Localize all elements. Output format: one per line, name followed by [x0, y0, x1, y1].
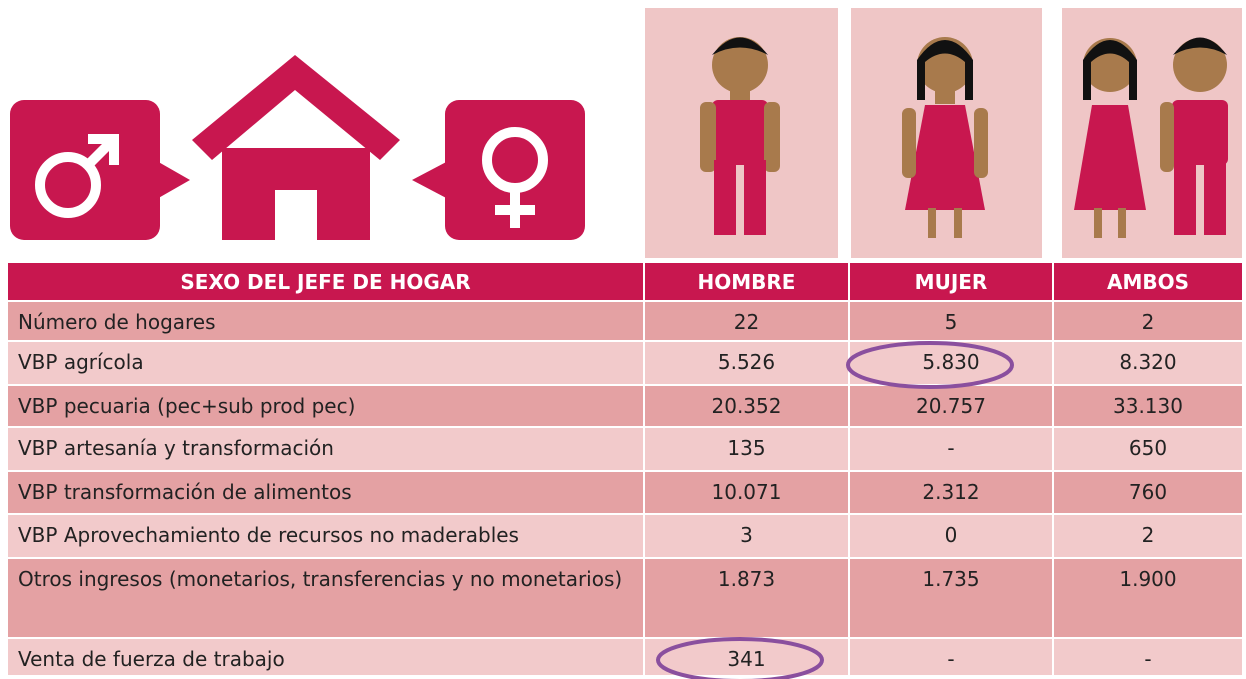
value-cell: - — [850, 428, 1052, 470]
value-cell: 1.873 — [645, 559, 848, 637]
row-label: VBP Aprovechamiento de recursos no mader… — [8, 515, 643, 557]
row-label: VBP pecuaria (pec+sub prod pec) — [8, 386, 643, 426]
value-cell: 760 — [1054, 472, 1242, 513]
value-cell: 8.320 — [1054, 342, 1242, 384]
value-cell: 3 — [645, 515, 848, 557]
value-cell: 650 — [1054, 428, 1242, 470]
value-cell: 2.312 — [850, 472, 1052, 513]
value-cell: 2 — [1054, 302, 1242, 340]
value-cell: - — [850, 639, 1052, 675]
value-cell: 20.757 — [850, 386, 1052, 426]
header-cell: MUJER — [850, 263, 1052, 300]
value-cell: 0 — [850, 515, 1052, 557]
row-label: Otros ingresos (monetarios, transferenci… — [8, 559, 643, 637]
value-cell: 5.526 — [645, 342, 848, 384]
row-label: VBP artesanía y transformación — [8, 428, 643, 470]
header-cell: SEXO DEL JEFE DE HOGAR — [8, 263, 643, 300]
header-cell: AMBOS — [1054, 263, 1242, 300]
value-cell: 341 — [645, 639, 848, 675]
row-label: Venta de fuerza de trabajo — [8, 639, 643, 675]
value-cell: 20.352 — [645, 386, 848, 426]
value-cell: 1.735 — [850, 559, 1052, 637]
illustrations — [10, 8, 1242, 258]
value-cell: 2 — [1054, 515, 1242, 557]
value-cell: 5 — [850, 302, 1052, 340]
header-cell: HOMBRE — [645, 263, 848, 300]
value-cell: - — [1054, 639, 1242, 675]
value-cell: 22 — [645, 302, 848, 340]
value-cell: 10.071 — [645, 472, 848, 513]
value-cell: 33.130 — [1054, 386, 1242, 426]
value-cell: 135 — [645, 428, 848, 470]
row-label: VBP agrícola — [8, 342, 643, 384]
row-label: VBP transformación de alimentos — [8, 472, 643, 513]
value-cell: 1.900 — [1054, 559, 1242, 637]
value-cell: 5.830 — [850, 342, 1052, 384]
row-label: Número de hogares — [8, 302, 643, 340]
